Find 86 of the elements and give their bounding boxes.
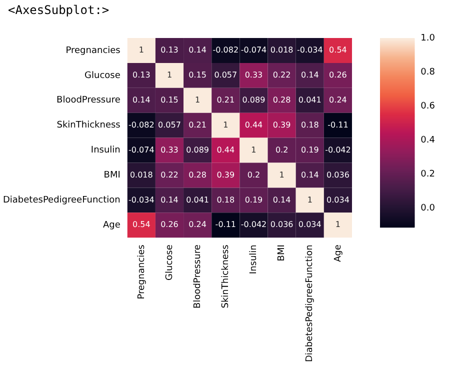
- x-tick-label: DiabetesPedigreeFunction: [305, 244, 316, 362]
- data-label: 0.33: [160, 145, 178, 154]
- y-tick-label: DiabetesPedigreeFunction: [2, 196, 120, 206]
- data-label: 0.13: [132, 70, 150, 80]
- data-label: 0.041: [298, 95, 322, 104]
- data-label: 0.089: [242, 95, 266, 104]
- data-label: 0.21: [188, 120, 206, 130]
- data-label: 1: [279, 170, 284, 180]
- data-label: 0.28: [188, 170, 206, 180]
- data-label: 0.14: [300, 170, 319, 180]
- y-tick-label: Age: [102, 220, 121, 230]
- data-label: 0.21: [216, 95, 235, 104]
- data-label: 0.089: [186, 145, 210, 154]
- data-label: 0.13: [160, 46, 178, 55]
- data-label: 0.14: [300, 70, 319, 80]
- y-tick-label: Glucose: [84, 70, 121, 81]
- color-bar-label: 0.4: [420, 136, 436, 146]
- data-label: 0.24: [329, 95, 347, 104]
- x-tick-label: Age: [333, 244, 344, 262]
- data-label: 1: [138, 46, 144, 55]
- x-tick-label: BMI: [277, 244, 288, 262]
- data-label: 0.018: [130, 170, 153, 180]
- color-bar-label: 0.6: [420, 101, 436, 112]
- data-label: 0.22: [272, 70, 291, 80]
- x-tick-label: SkinThickness: [220, 244, 231, 308]
- data-label: -0.034: [128, 195, 154, 204]
- data-label: 0.18: [216, 195, 235, 204]
- y-tick-label: BloodPressure: [56, 96, 121, 106]
- data-label: -0.042: [325, 145, 351, 154]
- x-tick-label: Glucose: [164, 244, 175, 280]
- data-label: 0.39: [272, 120, 291, 130]
- data-label: 0.057: [158, 120, 181, 130]
- data-label: 0.041: [186, 195, 210, 204]
- data-label: 0.057: [214, 70, 238, 80]
- x-tick-label: Insulin: [249, 244, 260, 274]
- data-label: 1: [195, 95, 200, 104]
- data-label: -0.074: [128, 145, 154, 154]
- data-label: 1: [307, 195, 312, 204]
- data-label: 1: [223, 120, 228, 130]
- data-label: 0.24: [188, 220, 206, 230]
- data-label: -0.11: [328, 120, 348, 130]
- data-label: 0.14: [132, 95, 150, 104]
- data-label: 0.54: [132, 220, 150, 230]
- data-label: 0.39: [216, 170, 235, 180]
- data-label: 0.33: [244, 70, 263, 80]
- data-label: 0.26: [329, 70, 347, 80]
- y-tick-label: BMI: [104, 170, 120, 181]
- data-label: -0.074: [240, 46, 267, 55]
- data-label: -0.082: [212, 46, 239, 55]
- data-label: 0.018: [270, 46, 294, 55]
- data-label: -0.042: [240, 220, 267, 230]
- y-tick-label: SkinThickness: [56, 120, 121, 131]
- data-label: 0.19: [300, 145, 319, 154]
- data-label: 0.034: [326, 195, 350, 204]
- data-label: 0.036: [326, 170, 350, 180]
- data-label: 0.036: [270, 220, 294, 230]
- data-label: 0.15: [188, 70, 206, 80]
- data-label: 0.18: [300, 120, 319, 130]
- data-label: 0.19: [244, 195, 263, 204]
- data-label: 0.44: [244, 120, 263, 130]
- data-label: -0.082: [128, 120, 154, 130]
- x-tick-label: BloodPressure: [192, 244, 203, 308]
- data-label: 1: [335, 220, 341, 230]
- data-label: 1: [251, 145, 256, 154]
- y-tick-label: Insulin: [90, 146, 120, 156]
- data-label: 0.14: [188, 46, 206, 55]
- data-label: 0.44: [216, 145, 235, 154]
- data-label: 0.28: [272, 95, 291, 104]
- data-label: 0.26: [160, 220, 178, 230]
- color-bar-label: 1.0: [420, 33, 436, 44]
- data-label: 0.15: [160, 95, 178, 104]
- data-label: 0.034: [298, 220, 322, 230]
- color-bar-label: 0.0: [420, 204, 436, 214]
- data-label: 0.22: [160, 170, 178, 180]
- text: <AxesSubplot:>: [8, 3, 110, 17]
- color-bar-label: 0.2: [420, 170, 436, 180]
- data-label: -0.11: [215, 220, 236, 230]
- data-label: 0.2: [247, 170, 260, 180]
- data-label: 1: [166, 70, 172, 80]
- data-label: 0.14: [160, 195, 178, 204]
- y-tick-label: Pregnancies: [66, 46, 121, 56]
- data-label: 0.14: [272, 195, 291, 204]
- data-label: 0.54: [329, 46, 347, 55]
- data-label: 0.2: [275, 145, 288, 154]
- data-label: -0.034: [296, 46, 323, 55]
- color-bar-label: 0.8: [420, 67, 436, 78]
